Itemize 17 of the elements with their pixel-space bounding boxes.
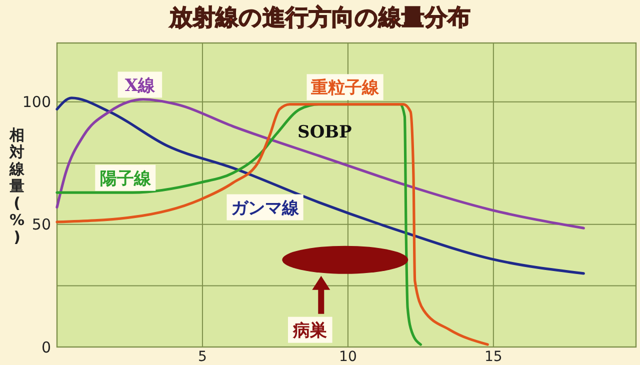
annotation: 病巣 [292, 320, 328, 341]
line-series [56, 102, 489, 346]
x-tick-label: 10 [339, 349, 357, 365]
x-tick-label: 15 [484, 349, 502, 365]
annotation: SOBP [298, 122, 352, 142]
series-label: ガンマ線 [231, 198, 300, 218]
line-series [56, 98, 585, 230]
y-tick-label: 50 [32, 216, 51, 234]
series-label: 陽子線 [100, 168, 152, 189]
series-label: X線 [124, 76, 156, 96]
chart-title: 放射線の進行方向の線量分布 [168, 4, 470, 31]
y-tick-label: 100 [22, 93, 51, 112]
line-series [56, 96, 585, 275]
x-tick-label: 5 [198, 349, 207, 365]
series-label: 重粒子線 [310, 78, 380, 98]
y-axis-title: 相対線量(%) [8, 126, 26, 246]
y-tick-label: 0 [41, 338, 51, 356]
